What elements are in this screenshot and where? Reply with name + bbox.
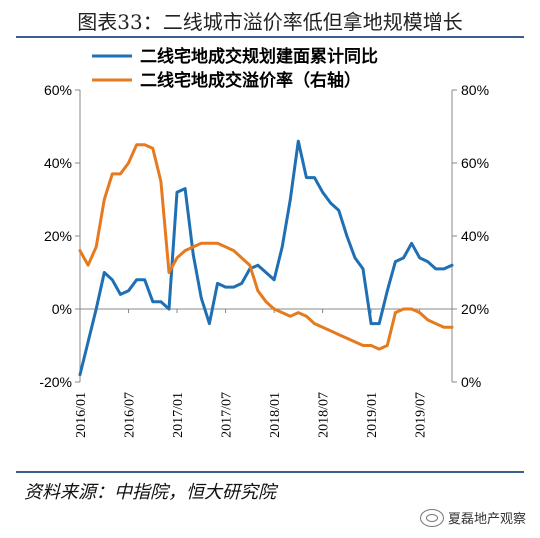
legend-label-blue: 二线宅地成交规划建面累计同比 <box>140 46 378 67</box>
axes-group: -20% 0% 20% 40% 60% 0% 20% 40% 60% 80% 2016/01 2016… <box>39 82 489 438</box>
watermark-text: 夏磊地产观察 <box>447 512 526 527</box>
x-tick-label: 2016/07 <box>123 392 138 438</box>
y-right-tick-label: 20% <box>461 301 489 317</box>
y-left-tick-label: -20% <box>39 374 72 390</box>
y-right-tick-label: 0% <box>461 374 481 390</box>
line-chart: -20% 0% 20% 40% 60% 0% 20% 40% 60% 80% 2016/01 2016… <box>39 46 489 438</box>
series-line-blue <box>78 139 454 377</box>
chart-title: 图表33：二线城市溢价率低但拿地规模增长 <box>77 10 463 34</box>
x-tick-label: 2018/01 <box>268 392 283 438</box>
watermark: 夏磊地产观察 <box>419 508 526 527</box>
y-left-tick-label: 20% <box>44 228 72 244</box>
x-tick-label: 2017/07 <box>220 392 235 438</box>
x-tick-label: 2019/01 <box>365 392 380 438</box>
bottom-rule <box>16 471 524 473</box>
y-right-tick-label: 80% <box>461 82 489 98</box>
wechat-icon <box>419 508 444 527</box>
y-left-tick-label: 0% <box>52 301 72 317</box>
series-line-orange <box>78 143 454 351</box>
series-group <box>78 139 454 377</box>
source-note: 资料来源：中指院，恒大研究院 <box>24 482 276 503</box>
x-tick-label: 2017/01 <box>171 392 186 438</box>
x-tick-label: 2018/07 <box>317 392 332 438</box>
legend-label-orange: 二线宅地成交溢价率（右轴） <box>140 70 361 91</box>
x-tick-label: 2019/07 <box>414 392 429 438</box>
x-tick-label: 2016/01 <box>74 392 89 438</box>
y-right-tick-label: 40% <box>461 228 489 244</box>
legend: 二线宅地成交规划建面累计同比 二线宅地成交溢价率（右轴） <box>92 46 378 91</box>
top-rule <box>16 36 524 38</box>
y-left-tick-label: 40% <box>44 155 72 171</box>
y-right-tick-label: 60% <box>461 155 489 171</box>
y-left-tick-label: 60% <box>44 82 72 98</box>
